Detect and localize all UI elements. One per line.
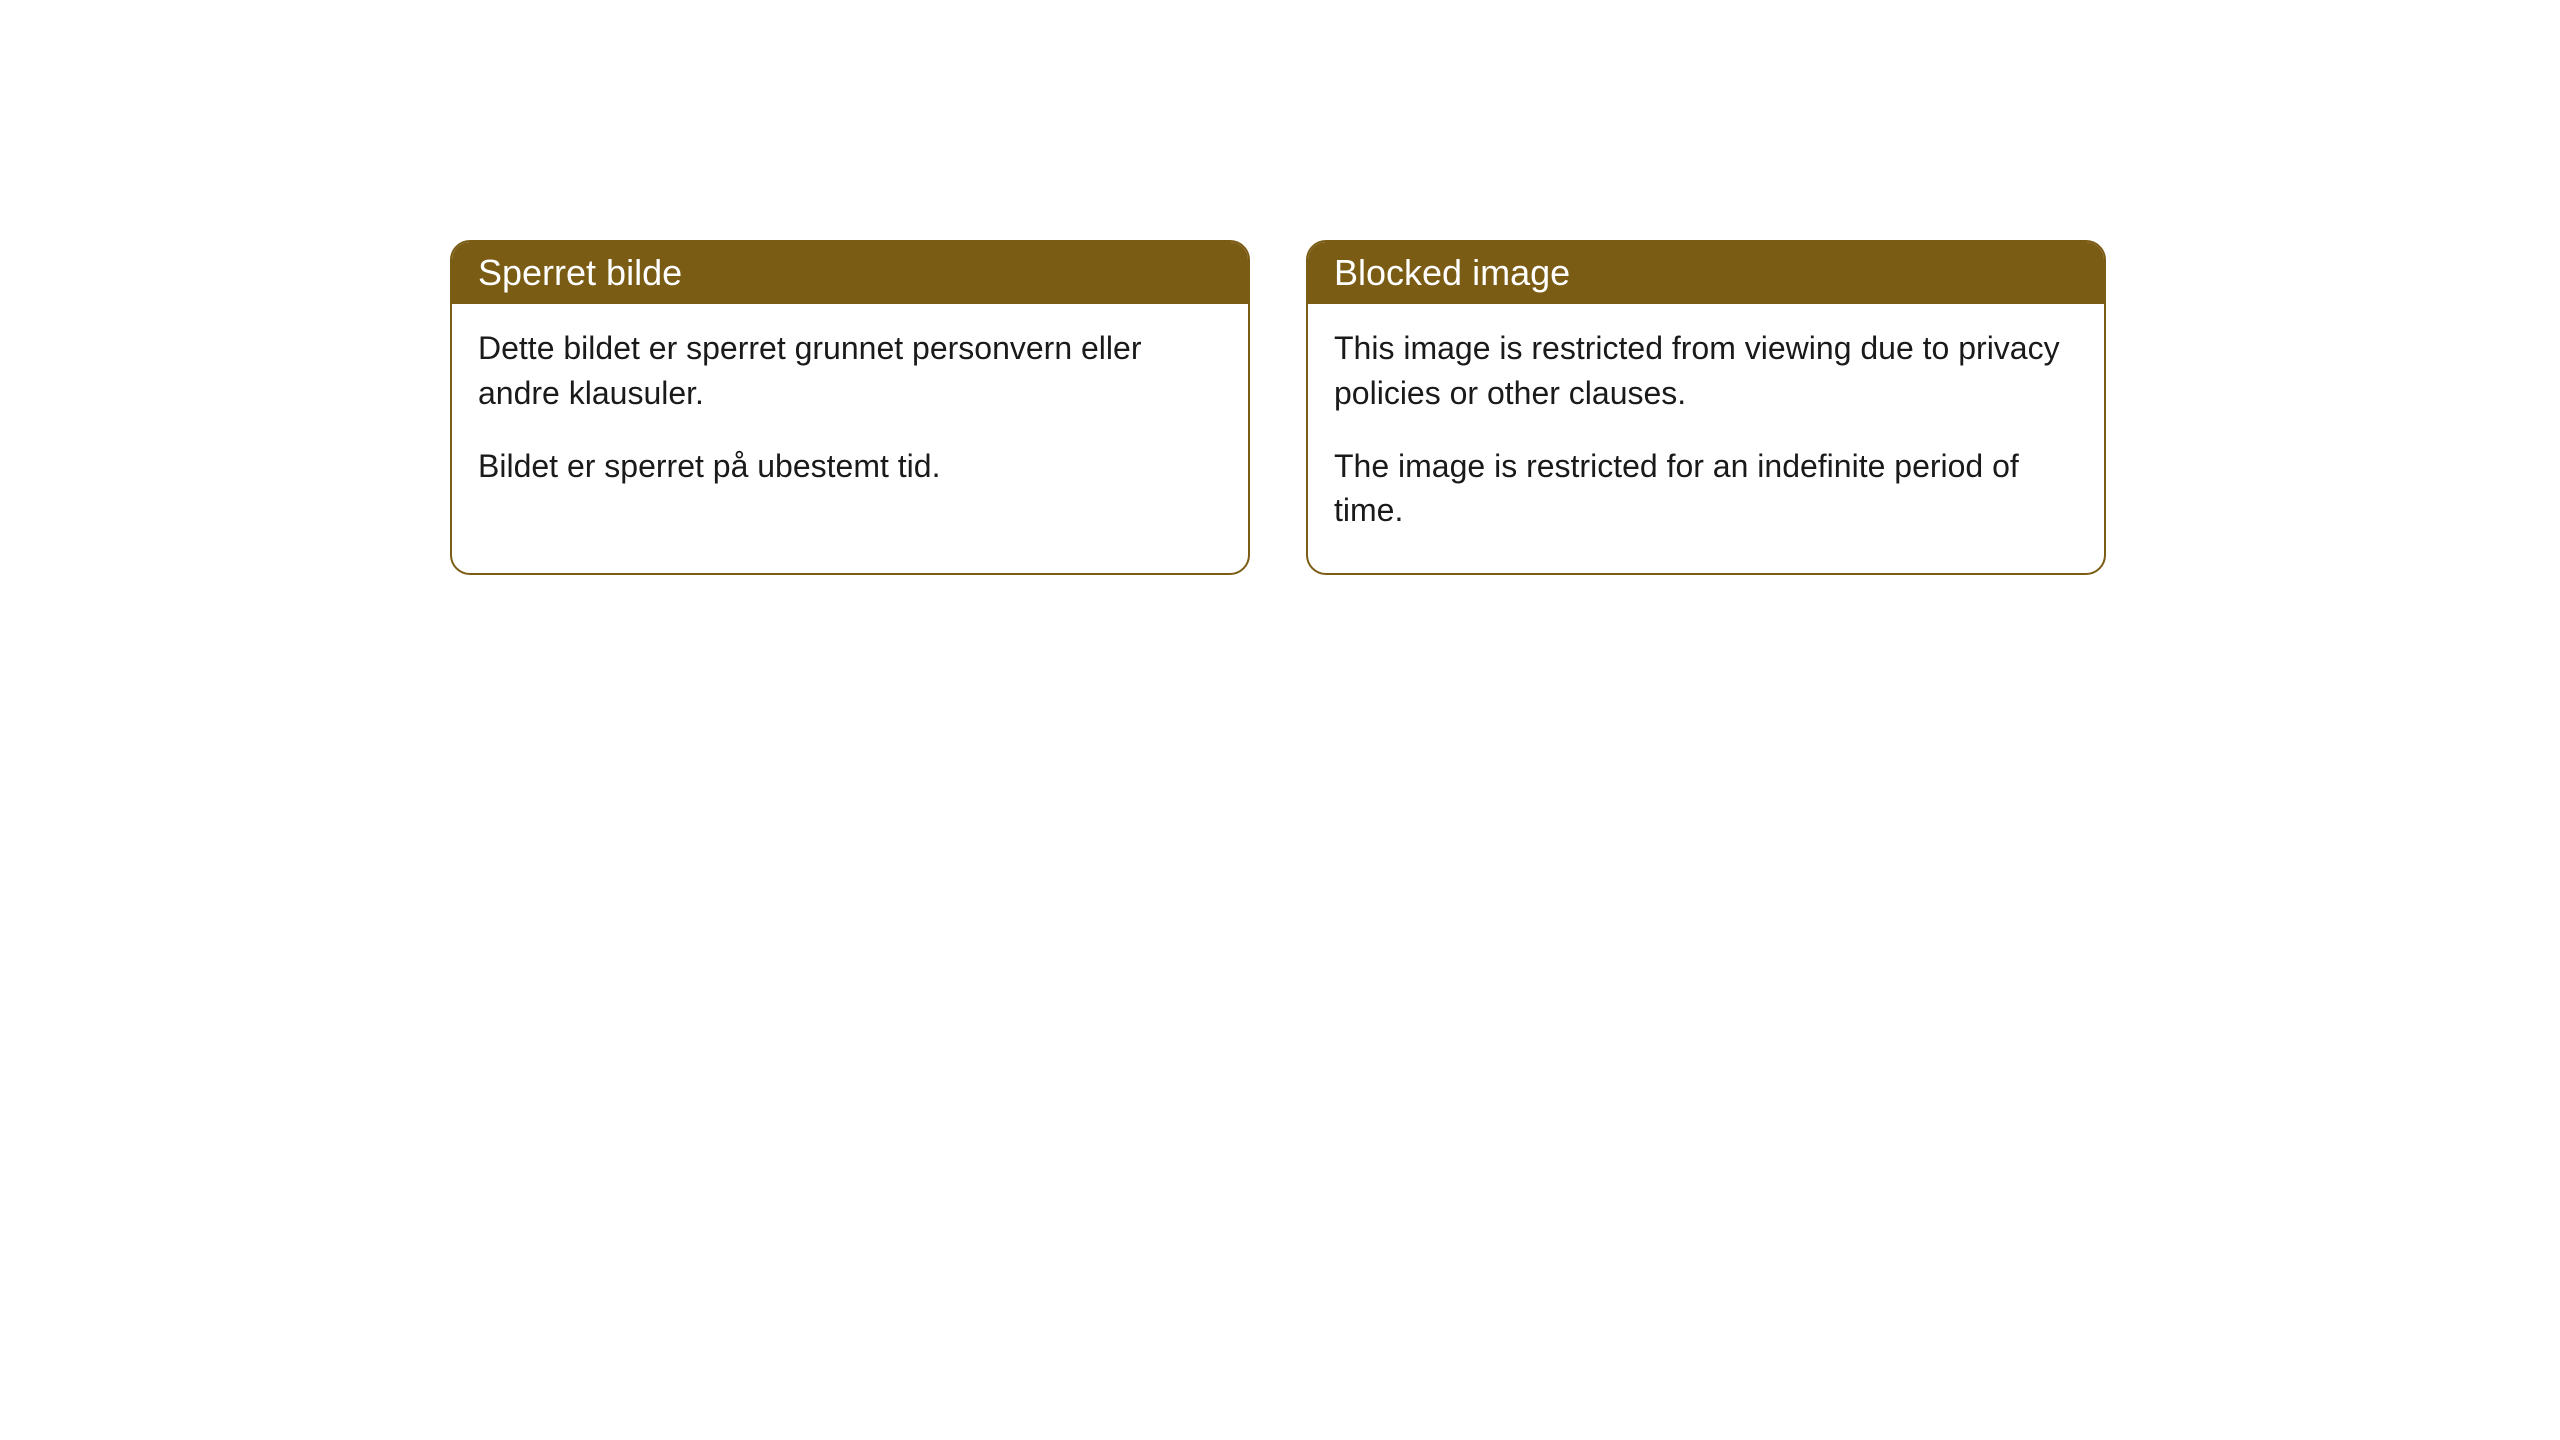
card-body-norwegian: Dette bildet er sperret grunnet personve…	[452, 304, 1248, 528]
card-paragraph: Bildet er sperret på ubestemt tid.	[478, 444, 1222, 489]
card-body-english: This image is restricted from viewing du…	[1308, 304, 2104, 573]
card-header-norwegian: Sperret bilde	[452, 242, 1248, 304]
blocked-image-card-norwegian: Sperret bilde Dette bildet er sperret gr…	[450, 240, 1250, 575]
card-paragraph: This image is restricted from viewing du…	[1334, 326, 2078, 416]
card-paragraph: The image is restricted for an indefinit…	[1334, 444, 2078, 534]
card-paragraph: Dette bildet er sperret grunnet personve…	[478, 326, 1222, 416]
blocked-image-card-english: Blocked image This image is restricted f…	[1306, 240, 2106, 575]
card-title: Sperret bilde	[478, 252, 682, 293]
card-header-english: Blocked image	[1308, 242, 2104, 304]
card-title: Blocked image	[1334, 252, 1570, 293]
notice-cards-container: Sperret bilde Dette bildet er sperret gr…	[450, 240, 2560, 575]
